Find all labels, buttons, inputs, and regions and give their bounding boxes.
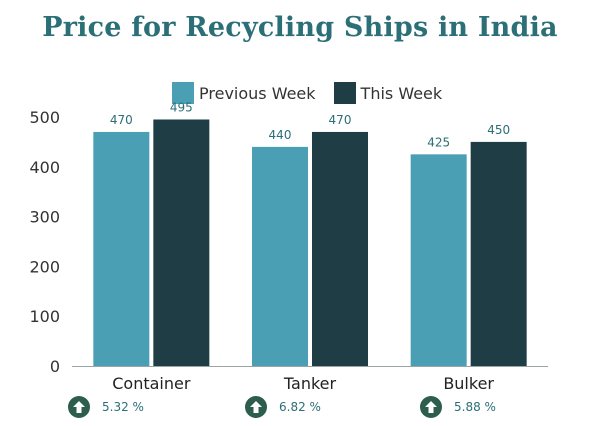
chart-legend: Previous Week This Week xyxy=(172,82,460,104)
change-value-tanker: 6.82 % xyxy=(279,400,321,414)
legend-item-previous-week: Previous Week xyxy=(172,82,316,104)
bar-tanker-previous-week xyxy=(252,146,308,366)
y-tick-label: 100 xyxy=(29,307,60,326)
legend-swatch-previous-week xyxy=(172,82,194,104)
y-tick-label: 0 xyxy=(50,357,60,376)
x-tick-label: Bulker xyxy=(443,374,494,393)
bar-bulker-this-week xyxy=(470,141,527,366)
y-tick-label: 300 xyxy=(29,208,60,227)
up-arrow-icon xyxy=(245,396,267,418)
data-label: 495 xyxy=(170,100,193,114)
legend-label-this-week: This Week xyxy=(360,83,443,103)
change-value-container: 5.32 % xyxy=(102,400,144,414)
bar-container-this-week xyxy=(153,119,210,367)
x-tick-label: Tanker xyxy=(283,374,337,393)
legend-label-previous-week: Previous Week xyxy=(199,83,316,103)
chart-title: Price for Recycling Ships in India xyxy=(42,12,558,43)
data-label: 470 xyxy=(329,113,352,127)
y-tick-label: 200 xyxy=(29,257,60,276)
change-value-bulker: 5.88 % xyxy=(454,400,496,414)
data-label: 450 xyxy=(487,123,510,137)
data-label: 425 xyxy=(427,135,450,149)
change-container: 5.32 % xyxy=(68,396,144,418)
data-label: 470 xyxy=(110,113,133,127)
data-label: 440 xyxy=(269,128,292,142)
x-tick-label: Container xyxy=(112,374,191,393)
change-bulker: 5.88 % xyxy=(420,396,496,418)
legend-swatch-this-week xyxy=(333,82,356,104)
y-tick-label: 400 xyxy=(29,158,60,177)
y-tick-label: 500 xyxy=(29,108,60,127)
bar-tanker-this-week xyxy=(312,131,368,366)
bar-container-previous-week xyxy=(93,131,150,366)
up-arrow-icon xyxy=(420,396,442,418)
bar-bulker-previous-week xyxy=(410,154,467,366)
up-arrow-icon xyxy=(68,396,90,418)
change-tanker: 6.82 % xyxy=(245,396,321,418)
legend-item-this-week: This Week xyxy=(333,82,443,104)
